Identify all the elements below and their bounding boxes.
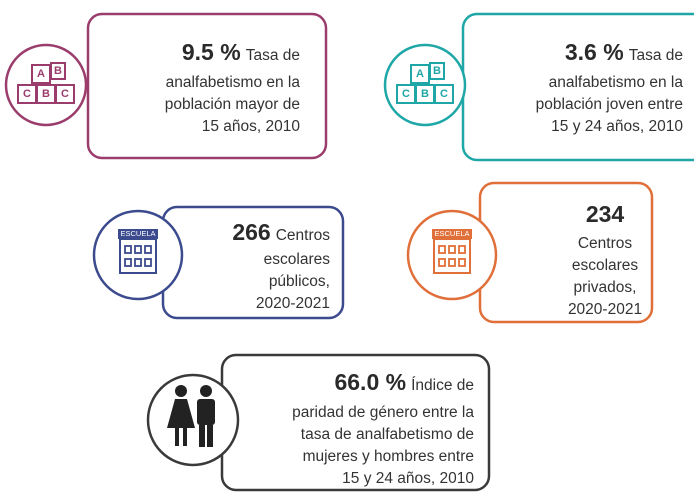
card-text: 266 Centros — [232, 219, 330, 245]
people-icon — [167, 385, 215, 447]
block-letter: A — [416, 68, 424, 80]
block-letter: C — [23, 88, 31, 100]
blocks-icon — [17, 62, 75, 104]
block-letter: B — [433, 65, 441, 77]
card: ESCUELA 234 Centros escolares privados, … — [406, 181, 654, 324]
text-line: 2020-2021 — [568, 301, 642, 318]
text-line: Centros — [276, 227, 331, 244]
text-line: tasa de analfabetismo de — [301, 426, 474, 443]
block-letter: C — [440, 88, 448, 100]
icon-circle — [406, 209, 498, 301]
icon-circle — [92, 209, 184, 301]
value: 234 — [586, 201, 625, 227]
block-letter: A — [37, 68, 45, 80]
card-text: 66.0 % Índice de — [334, 369, 474, 395]
text-line: escolares — [572, 257, 639, 274]
card: 66.0 % Índice de paridad de género entre … — [146, 353, 491, 492]
text-line: públicos, — [269, 273, 330, 290]
value: 9.5 % — [182, 39, 241, 65]
text-line: población mayor de — [165, 96, 300, 113]
text-line: Centros — [578, 235, 633, 252]
text-line: privados, — [574, 279, 637, 296]
text-line: analfabetismo en la — [166, 74, 301, 91]
text-line: 15 y 24 años, 2010 — [342, 470, 474, 487]
text-line: 2020-2021 — [256, 295, 330, 312]
block-letter: B — [54, 65, 62, 77]
block-letter: B — [42, 88, 50, 100]
text-line: analfabetismo en la — [549, 74, 684, 91]
text-line: 15 y 24 años, 2010 — [551, 118, 683, 135]
school-icon: ESCUELA — [118, 229, 158, 274]
blocks-icon — [396, 62, 454, 104]
card: A B C B C 3.6 % Tasa de analfabetismo en … — [383, 12, 694, 162]
blocks-letters: A B C B C — [402, 65, 448, 100]
text-line: población joven entre — [536, 96, 683, 113]
value: 266 — [232, 219, 270, 245]
value: 66.0 % — [334, 369, 406, 395]
card: ESCUELA 266 Centros escolares públicos, 2… — [92, 205, 345, 320]
value: 3.6 % — [565, 39, 624, 65]
card-text: 9.5 % Tasa de — [182, 39, 300, 65]
school-label: ESCUELA — [120, 229, 155, 238]
block-letter: C — [402, 88, 410, 100]
card-frame — [86, 12, 328, 160]
text-line: Tasa de — [629, 47, 683, 64]
blocks-letters: A B C B C — [23, 65, 69, 100]
school-label: ESCUELA — [434, 229, 469, 238]
text-line: paridad de género entre la — [292, 404, 474, 421]
text-line: Índice de — [411, 377, 474, 394]
school-icon: ESCUELA — [432, 229, 472, 274]
icon-circle — [146, 373, 240, 467]
text-line: escolares — [264, 251, 331, 268]
card: A B C B C 9.5 % Tasa de analfabetismo en … — [4, 12, 328, 160]
block-letter: C — [61, 88, 69, 100]
block-letter: B — [421, 88, 429, 100]
text-line: mujeres y hombres entre — [303, 448, 474, 465]
card-text: 3.6 % Tasa de — [565, 39, 683, 65]
text-line: Tasa de — [246, 47, 300, 64]
text-line: 15 años, 2010 — [202, 118, 301, 135]
